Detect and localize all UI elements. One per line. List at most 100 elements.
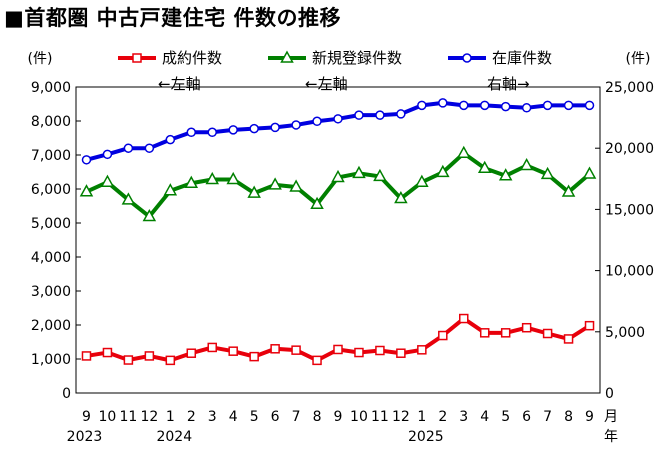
x-tick-label: 11	[371, 409, 389, 425]
data-point	[249, 351, 259, 362]
left-tick-label: 6,000	[31, 182, 71, 198]
axes: 0 1,000 2,000 3,000 4,000 5,000 6,000 7,000 8,00…	[28, 51, 654, 445]
x-tick-label: 5	[250, 409, 259, 425]
data-point	[312, 116, 322, 127]
right-axis-unit: (件)	[626, 51, 651, 67]
x-tick-label: 6	[271, 409, 280, 425]
x-tick-label: 7	[292, 409, 301, 425]
data-point	[310, 196, 324, 210]
data-point	[186, 348, 197, 358]
left-axis-unit: (件)	[28, 51, 53, 67]
x-tick-label: 10	[99, 409, 117, 425]
x-unit-year: 年	[604, 429, 618, 445]
left-tick-label: 9,000	[31, 80, 71, 96]
legend-label: 新規登録件数	[312, 49, 402, 67]
data-point	[521, 322, 532, 333]
data-point	[563, 100, 574, 111]
data-point	[121, 192, 136, 205]
left-tick-label: 5,000	[31, 216, 71, 232]
x-tick-label: 3	[459, 409, 468, 425]
data-point	[436, 164, 450, 178]
data-point	[331, 169, 345, 183]
data-point	[521, 103, 532, 113]
data-point	[417, 345, 427, 355]
data-point	[270, 344, 280, 354]
x-year-label: 2024	[156, 429, 192, 445]
series-line-1	[85, 151, 591, 219]
left-tick-label: 1,000	[31, 352, 71, 368]
right-tick-label: 5,000	[605, 325, 645, 341]
data-point	[207, 342, 217, 353]
data-point	[228, 346, 238, 356]
data-point	[352, 165, 366, 179]
data-point	[542, 328, 553, 339]
data-point	[500, 328, 511, 338]
legend-marker	[280, 50, 294, 63]
x-tick-label: 3	[208, 409, 217, 425]
data-point	[249, 123, 259, 134]
legend-marker	[132, 53, 142, 63]
data-point	[81, 351, 92, 361]
data-point	[479, 328, 490, 338]
x-tick-label: 11	[119, 409, 137, 425]
data-point	[247, 185, 261, 198]
data-point	[333, 114, 343, 124]
left-tick-label: 4,000	[31, 250, 71, 266]
data-point	[102, 149, 113, 160]
left-tick-label: 0	[62, 386, 71, 402]
left-tick-label: 8,000	[31, 114, 71, 130]
x-tick-label: 2	[187, 409, 196, 425]
x-tick-label: 12	[392, 409, 410, 425]
x-tick-label: 7	[543, 409, 552, 425]
data-point	[165, 134, 176, 145]
data-point	[79, 184, 94, 197]
data-point	[396, 348, 406, 358]
x-tick-label: 6	[522, 409, 531, 425]
x-tick-label: 8	[313, 409, 322, 425]
data-point	[270, 122, 280, 133]
x-year-label: 2025	[408, 429, 444, 445]
data-point	[561, 184, 576, 197]
data-point	[563, 334, 574, 344]
data-point	[417, 100, 427, 111]
right-tick-label: 0	[605, 386, 614, 402]
x-tick-label: 9	[82, 409, 91, 425]
legend-marker	[462, 53, 472, 63]
x-tick-label: 2	[438, 409, 447, 425]
x-tick-label: 4	[229, 409, 238, 425]
page-title: ■首都圏 中古戸建住宅 件数の推移	[4, 6, 341, 30]
data-point	[163, 183, 178, 196]
data-point	[582, 166, 597, 179]
data-point	[186, 127, 197, 138]
data-point	[123, 143, 134, 153]
data-point	[207, 127, 217, 138]
legend-axis-note: ←左軸	[305, 75, 348, 93]
data-point	[291, 345, 301, 355]
x-tick-label: 8	[564, 409, 573, 425]
data-point	[459, 100, 469, 111]
legend-label: 成約件数	[162, 49, 222, 67]
data-point	[477, 160, 492, 174]
data-point	[584, 100, 595, 111]
data-point	[354, 347, 364, 358]
x-tick-label: 9	[585, 409, 594, 425]
series-line-2	[85, 100, 590, 162]
data-point	[81, 155, 92, 165]
data-point	[268, 177, 282, 190]
data-point	[144, 351, 155, 361]
right-tick-label: 10,000	[605, 264, 654, 280]
x-year-label: 2023	[67, 429, 103, 445]
plot-frame	[75, 86, 601, 394]
x-tick-label: 1	[166, 409, 175, 425]
data-point	[184, 175, 199, 188]
data-point	[479, 100, 490, 111]
data-point	[289, 179, 303, 192]
x-tick-label: 12	[140, 409, 158, 425]
data-point	[542, 100, 553, 111]
data-point	[226, 171, 240, 185]
data-point	[415, 174, 429, 187]
data-point	[291, 120, 301, 130]
legend: 成約件数 新規登録件数 在庫件数 ←左軸 ←左軸 右軸→	[118, 49, 552, 93]
data-point	[456, 145, 471, 159]
legend-label: 在庫件数	[492, 49, 552, 67]
